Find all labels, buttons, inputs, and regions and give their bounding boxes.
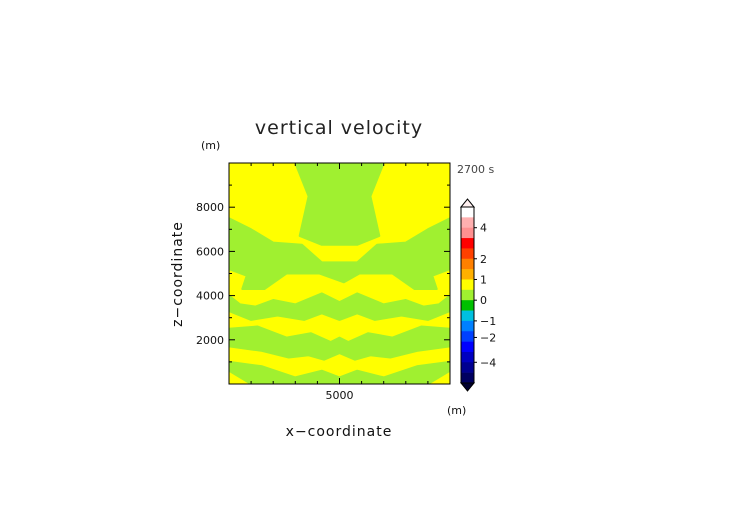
colorbar-swatch bbox=[461, 372, 474, 384]
chart-title: vertical velocity bbox=[255, 117, 423, 139]
colorbar-swatch bbox=[461, 310, 474, 322]
colorbar-swatch bbox=[461, 238, 474, 249]
colorbar-swatch bbox=[461, 320, 474, 332]
colorbar-min-arrow bbox=[459, 382, 476, 392]
colorbar-swatch bbox=[461, 217, 474, 228]
y-tick-label: 2000 bbox=[196, 334, 224, 347]
colorbar-swatch bbox=[461, 300, 474, 311]
field-region-5 bbox=[229, 360, 450, 384]
colorbar-swatch bbox=[461, 351, 474, 363]
colorbar-swatch bbox=[461, 362, 474, 373]
colorbar-swatch bbox=[461, 331, 474, 342]
field-region-4 bbox=[229, 325, 450, 361]
colorbar-tick-label: −2 bbox=[480, 331, 496, 344]
colorbar-swatch bbox=[461, 248, 474, 260]
y-tick-label: 6000 bbox=[196, 245, 224, 258]
field-region-1 bbox=[294, 163, 385, 246]
colorbar-swatch bbox=[461, 258, 474, 270]
x-axis-label: x−coordinate bbox=[286, 424, 393, 440]
colorbar-tick-label: 4 bbox=[480, 222, 487, 235]
colorbar-swatch bbox=[461, 269, 474, 280]
colorbar-swatch bbox=[461, 341, 474, 353]
x-axis: 5000 bbox=[250, 163, 429, 402]
colorbar-tick-label: 0 bbox=[480, 294, 487, 307]
field-region-2 bbox=[229, 217, 450, 290]
colorbar-tick-label: −4 bbox=[480, 356, 496, 369]
y-unit-label: (m) bbox=[201, 139, 220, 152]
colorbar-tick-label: −1 bbox=[480, 315, 496, 328]
colorbar-swatch bbox=[461, 289, 474, 301]
colorbar-max-arrow bbox=[459, 198, 476, 208]
velocity-field bbox=[229, 163, 450, 384]
y-axis: 2000 4000 6000 8000 bbox=[196, 184, 450, 363]
colorbar-tick-label: 1 bbox=[480, 273, 487, 286]
colorbar-swatch bbox=[461, 279, 474, 291]
colorbar-swatch bbox=[461, 207, 474, 218]
y-tick-label: 8000 bbox=[196, 201, 224, 214]
field-region-3 bbox=[229, 292, 450, 321]
colorbar: 4 2 1 0 −1 −2 −4 bbox=[459, 198, 496, 392]
colorbar-tick-label: 2 bbox=[480, 253, 487, 266]
x-unit-label: (m) bbox=[447, 404, 466, 417]
y-tick-label: 4000 bbox=[196, 290, 224, 303]
y-axis-label: z−coordinate bbox=[170, 221, 186, 327]
x-tick-label: 5000 bbox=[326, 389, 354, 402]
colorbar-swatch bbox=[461, 227, 474, 239]
time-label: 2700 s bbox=[457, 163, 494, 176]
